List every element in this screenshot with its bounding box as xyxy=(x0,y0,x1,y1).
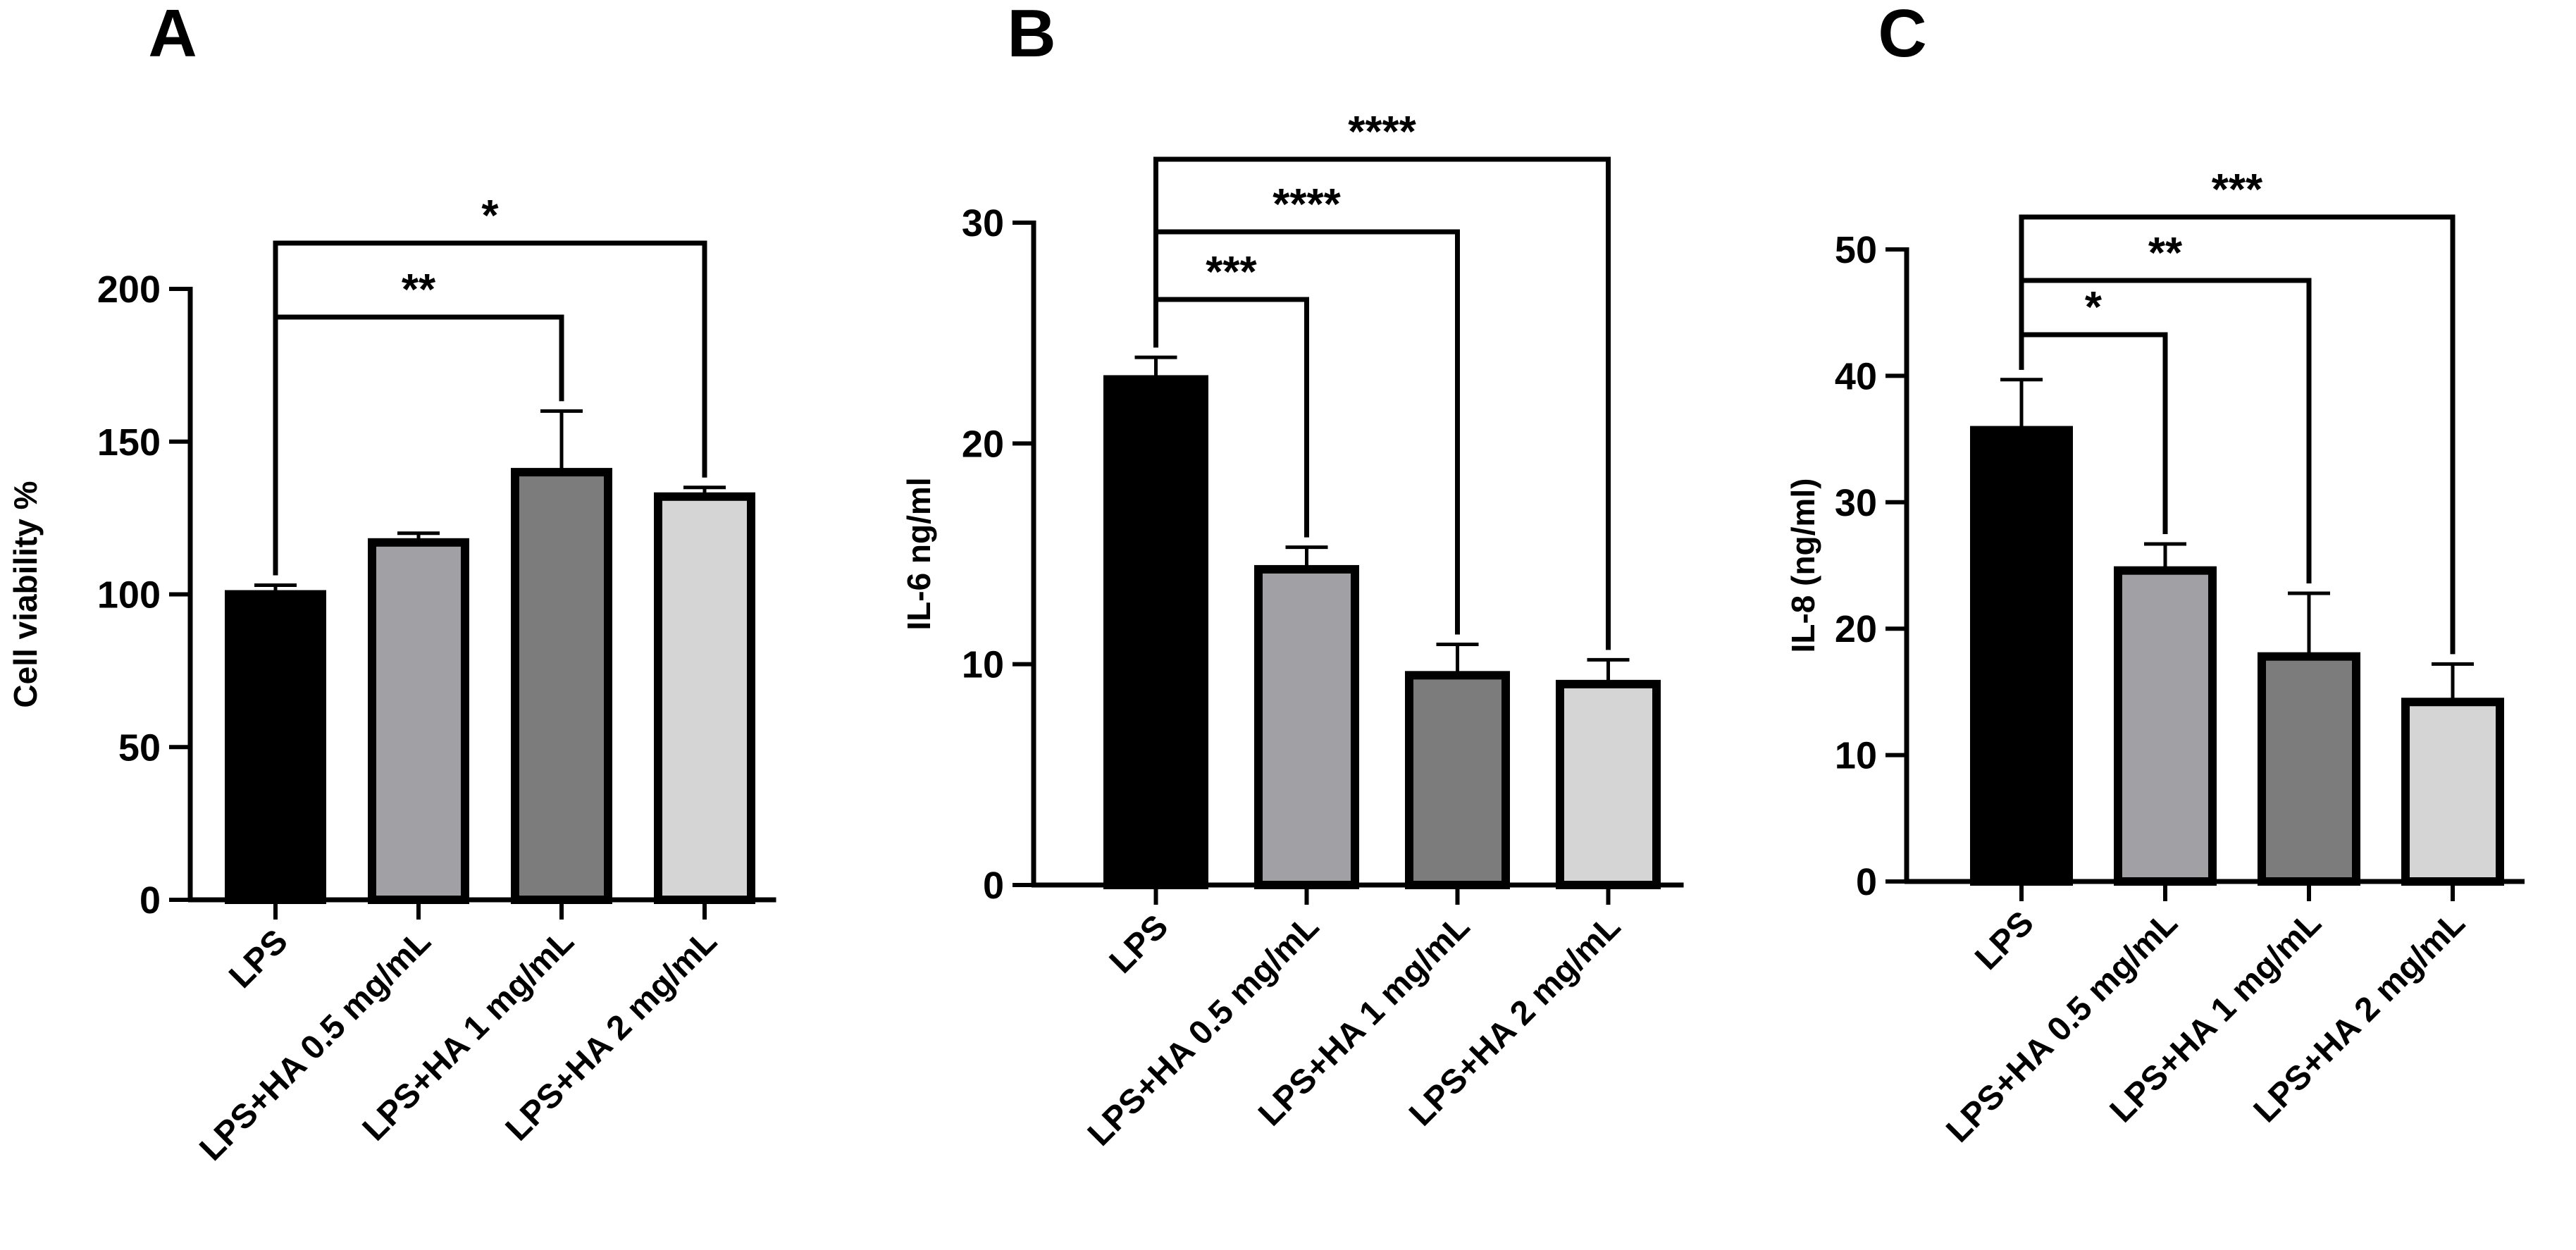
y-axis-label: IL-6 ng/ml xyxy=(900,477,937,630)
y-tick-label: 150 xyxy=(97,421,161,464)
bar xyxy=(1970,426,2073,886)
panel-label: C xyxy=(1878,0,1926,71)
x-tick-label: LPS xyxy=(1968,904,2041,977)
panel-label: B xyxy=(1007,0,1055,71)
bar xyxy=(225,590,326,904)
significance-label: ** xyxy=(402,266,436,314)
significance-bracket xyxy=(273,240,707,576)
y-tick-label: 30 xyxy=(1835,482,1877,524)
significance-label: **** xyxy=(1272,180,1341,229)
significance-label: * xyxy=(2085,283,2103,332)
y-tick-label: 20 xyxy=(962,423,1004,465)
significance-bracket xyxy=(1153,156,1611,650)
significance-label: *** xyxy=(2212,166,2263,214)
bar xyxy=(2401,698,2504,886)
bar xyxy=(1254,564,1359,890)
y-tick-label: 20 xyxy=(1835,608,1877,650)
x-tick-label: LPS+HA 0.5 mg/mL xyxy=(192,922,438,1168)
bar xyxy=(2114,566,2217,886)
bar xyxy=(1405,671,1510,889)
bar xyxy=(368,538,469,904)
bar xyxy=(1556,679,1661,889)
y-tick-label: 0 xyxy=(1856,861,1877,903)
y-tick-label: 0 xyxy=(140,879,161,922)
y-tick-label: 10 xyxy=(1835,735,1877,777)
y-tick-label: 10 xyxy=(962,644,1004,686)
y-tick-label: 40 xyxy=(1835,355,1877,397)
significance-label: *** xyxy=(1206,248,1257,297)
significance-label: **** xyxy=(1348,108,1416,156)
y-tick-label: 200 xyxy=(97,268,161,311)
y-tick-label: 50 xyxy=(1835,229,1877,271)
bar xyxy=(654,492,755,904)
significance-label: * xyxy=(481,192,499,240)
y-axis-label: Cell viability % xyxy=(7,481,44,707)
bar xyxy=(511,468,612,904)
y-axis-label: IL-8 (ng/ml) xyxy=(1785,478,1821,653)
x-tick-label: LPS+HA 0.5 mg/mL xyxy=(1939,904,2184,1149)
x-tick-label: LPS xyxy=(1103,908,1175,980)
bar xyxy=(2258,652,2360,886)
y-tick-label: 50 xyxy=(118,726,161,769)
bar xyxy=(1103,375,1208,889)
x-tick-label: LPS xyxy=(222,922,295,995)
y-tick-label: 0 xyxy=(983,865,1004,907)
significance-label: ** xyxy=(2148,229,2183,278)
significance-bracket xyxy=(2019,214,2456,655)
panel-label: A xyxy=(148,0,197,71)
y-tick-label: 30 xyxy=(962,202,1004,245)
y-tick-label: 100 xyxy=(97,574,161,617)
